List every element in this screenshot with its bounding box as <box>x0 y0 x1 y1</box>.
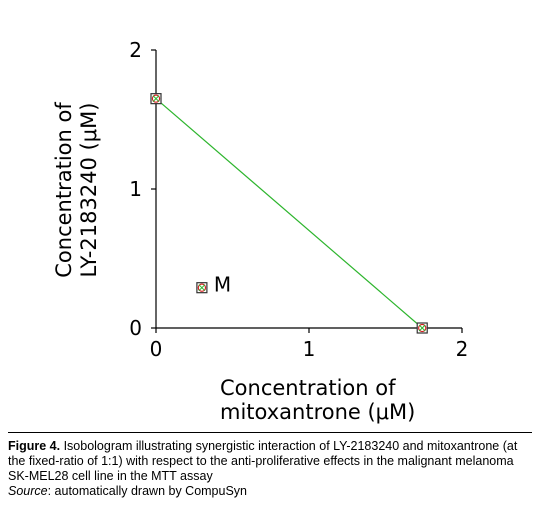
data-points: M <box>150 93 428 334</box>
tick-labels: 0 1 2 0 1 2 <box>129 38 468 361</box>
x-axis-title-line1: Concentration of <box>220 376 396 400</box>
figure-caption: Figure 4. Isobologram illustrating syner… <box>8 439 532 499</box>
point-label: M <box>214 273 231 297</box>
x-tick-label: 0 <box>150 337 163 361</box>
data-point-m: M <box>196 273 231 297</box>
x-tick-label: 1 <box>303 337 316 361</box>
y-axis-title-line2: LY-2183240 (μM) <box>77 103 101 278</box>
figure-label: Figure 4. <box>8 439 61 453</box>
y-tick-label: 0 <box>129 316 142 340</box>
x-axis-title-line2: mitoxantrone (μM) <box>220 400 415 424</box>
data-point-axis <box>150 93 162 105</box>
isobole-line <box>155 98 423 329</box>
y-tick-label: 1 <box>129 177 142 201</box>
y-tick-label: 2 <box>129 38 142 62</box>
isobole-line-group <box>155 98 423 329</box>
tick-marks <box>151 49 463 333</box>
marker-cross <box>152 95 160 103</box>
marker-circle <box>418 323 427 333</box>
y-axis-title-line1: Concentration of <box>52 102 76 278</box>
caption-divider <box>8 432 532 433</box>
isobologram-chart: 0 1 2 0 1 2 M Concentration of LY-2183240 (μM… <box>52 38 468 424</box>
marker-circle <box>197 283 207 292</box>
data-point-axis <box>416 322 428 334</box>
source-text: : automatically drawn by CompuSyn <box>47 484 248 498</box>
marker-cross <box>418 324 426 332</box>
marker-circle <box>151 94 161 103</box>
source-label: Source <box>8 484 48 498</box>
x-tick-label: 2 <box>456 337 469 361</box>
caption-text: Isobologram illustrating synergistic int… <box>8 439 518 483</box>
marker-cross <box>198 284 206 292</box>
